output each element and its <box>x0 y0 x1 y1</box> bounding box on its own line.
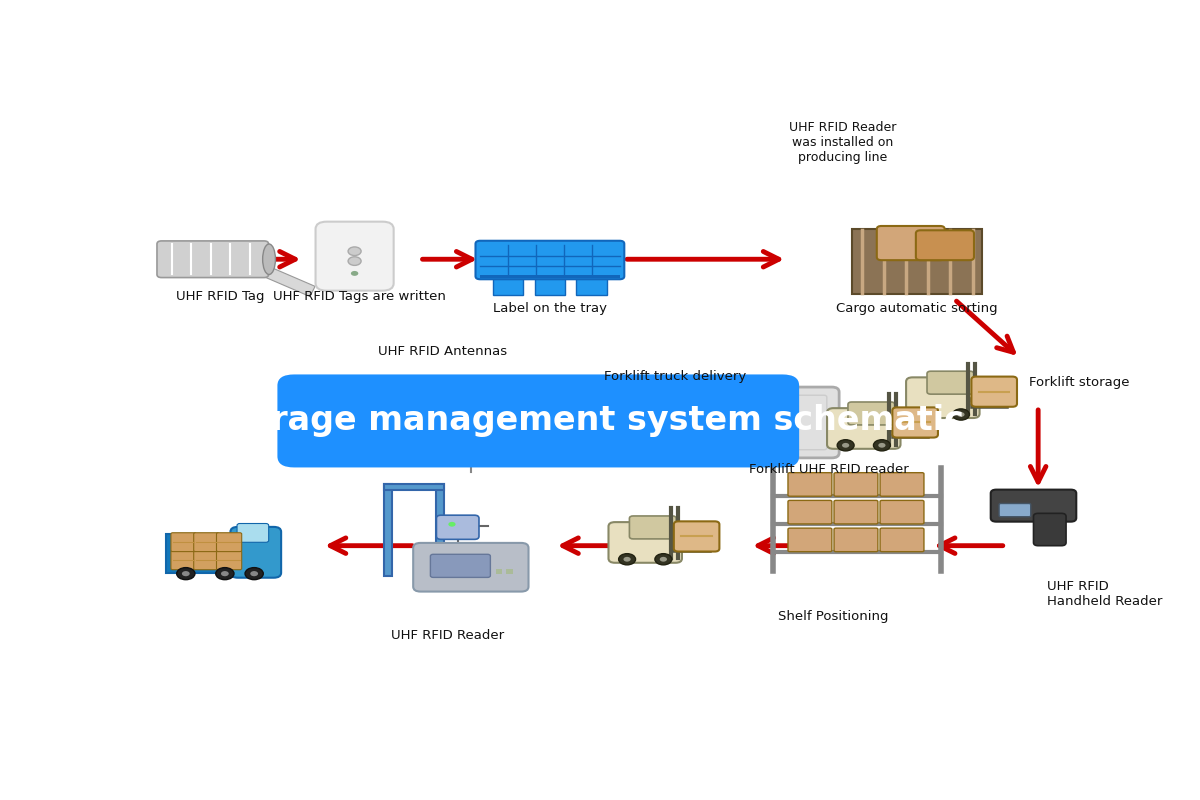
Text: Cargo automatic sorting: Cargo automatic sorting <box>836 302 998 315</box>
FancyBboxPatch shape <box>880 501 924 524</box>
FancyBboxPatch shape <box>157 241 269 278</box>
Ellipse shape <box>348 257 361 266</box>
FancyBboxPatch shape <box>880 528 924 552</box>
Circle shape <box>449 522 456 526</box>
FancyBboxPatch shape <box>916 230 974 260</box>
FancyBboxPatch shape <box>834 501 878 524</box>
Text: Shelf Positioning: Shelf Positioning <box>779 610 889 623</box>
Bar <box>384 484 444 490</box>
Circle shape <box>838 440 854 451</box>
Circle shape <box>842 443 850 448</box>
Circle shape <box>878 443 886 448</box>
Circle shape <box>953 409 970 420</box>
FancyBboxPatch shape <box>630 516 676 539</box>
FancyBboxPatch shape <box>877 226 944 260</box>
FancyBboxPatch shape <box>238 523 269 542</box>
FancyBboxPatch shape <box>216 551 241 570</box>
Bar <box>437 484 444 576</box>
FancyBboxPatch shape <box>230 527 281 578</box>
FancyBboxPatch shape <box>788 501 832 524</box>
Bar <box>506 569 512 574</box>
Bar <box>384 484 391 576</box>
Circle shape <box>436 402 506 449</box>
FancyBboxPatch shape <box>893 407 938 438</box>
Polygon shape <box>259 264 316 297</box>
FancyBboxPatch shape <box>788 473 832 496</box>
FancyBboxPatch shape <box>170 551 196 570</box>
FancyBboxPatch shape <box>827 408 900 449</box>
Bar <box>496 569 503 574</box>
Circle shape <box>624 557 631 562</box>
FancyBboxPatch shape <box>834 528 878 552</box>
FancyBboxPatch shape <box>216 533 241 551</box>
Text: UHF RFID Tags are written: UHF RFID Tags are written <box>272 290 445 303</box>
Text: UHF RFID Antennas: UHF RFID Antennas <box>378 346 508 358</box>
Circle shape <box>660 557 667 562</box>
Bar <box>576 275 607 294</box>
FancyBboxPatch shape <box>880 473 924 496</box>
FancyBboxPatch shape <box>413 543 528 591</box>
Circle shape <box>251 571 258 576</box>
Bar <box>167 534 241 573</box>
Circle shape <box>221 571 229 576</box>
Bar <box>480 275 619 278</box>
Bar <box>493 275 523 294</box>
Circle shape <box>619 554 636 565</box>
FancyBboxPatch shape <box>437 515 479 539</box>
FancyBboxPatch shape <box>1033 514 1066 546</box>
FancyBboxPatch shape <box>906 378 979 418</box>
Text: RFID storage management system schematic: RFID storage management system schematic <box>113 405 965 438</box>
Circle shape <box>216 568 234 580</box>
Text: Label on the tray: Label on the tray <box>493 302 607 315</box>
Circle shape <box>874 440 890 451</box>
FancyBboxPatch shape <box>972 377 1016 406</box>
Circle shape <box>922 412 929 417</box>
FancyBboxPatch shape <box>193 533 218 551</box>
FancyBboxPatch shape <box>1000 503 1031 517</box>
FancyBboxPatch shape <box>316 222 394 290</box>
FancyBboxPatch shape <box>277 374 799 467</box>
Circle shape <box>917 409 934 420</box>
Ellipse shape <box>348 247 361 255</box>
FancyBboxPatch shape <box>608 522 682 562</box>
Circle shape <box>350 271 359 276</box>
FancyBboxPatch shape <box>193 551 218 570</box>
Text: UHF RFID Tag: UHF RFID Tag <box>175 290 264 303</box>
FancyBboxPatch shape <box>848 402 895 425</box>
Circle shape <box>245 568 263 580</box>
Circle shape <box>958 412 965 417</box>
Circle shape <box>655 554 672 565</box>
Ellipse shape <box>263 244 276 274</box>
Text: UHF RFID
Handheld Reader: UHF RFID Handheld Reader <box>1048 579 1163 607</box>
Circle shape <box>176 568 194 580</box>
FancyBboxPatch shape <box>928 371 973 394</box>
Text: Forklift storage: Forklift storage <box>1028 376 1129 390</box>
Text: UHF RFID Reader
was installed on
producing line: UHF RFID Reader was installed on produci… <box>790 121 896 164</box>
Circle shape <box>182 571 190 576</box>
Text: Forklift UHF RFID reader: Forklift UHF RFID reader <box>749 462 908 475</box>
FancyBboxPatch shape <box>788 528 832 552</box>
FancyBboxPatch shape <box>674 522 719 551</box>
Bar <box>534 275 565 294</box>
FancyBboxPatch shape <box>852 229 983 294</box>
Text: UHF RFID Reader: UHF RFID Reader <box>391 629 504 642</box>
FancyBboxPatch shape <box>834 473 878 496</box>
Text: Forklift truck delivery: Forklift truck delivery <box>605 370 746 383</box>
FancyBboxPatch shape <box>431 554 491 578</box>
FancyBboxPatch shape <box>170 533 196 551</box>
FancyBboxPatch shape <box>991 490 1076 522</box>
FancyBboxPatch shape <box>475 241 624 279</box>
FancyBboxPatch shape <box>763 387 839 458</box>
